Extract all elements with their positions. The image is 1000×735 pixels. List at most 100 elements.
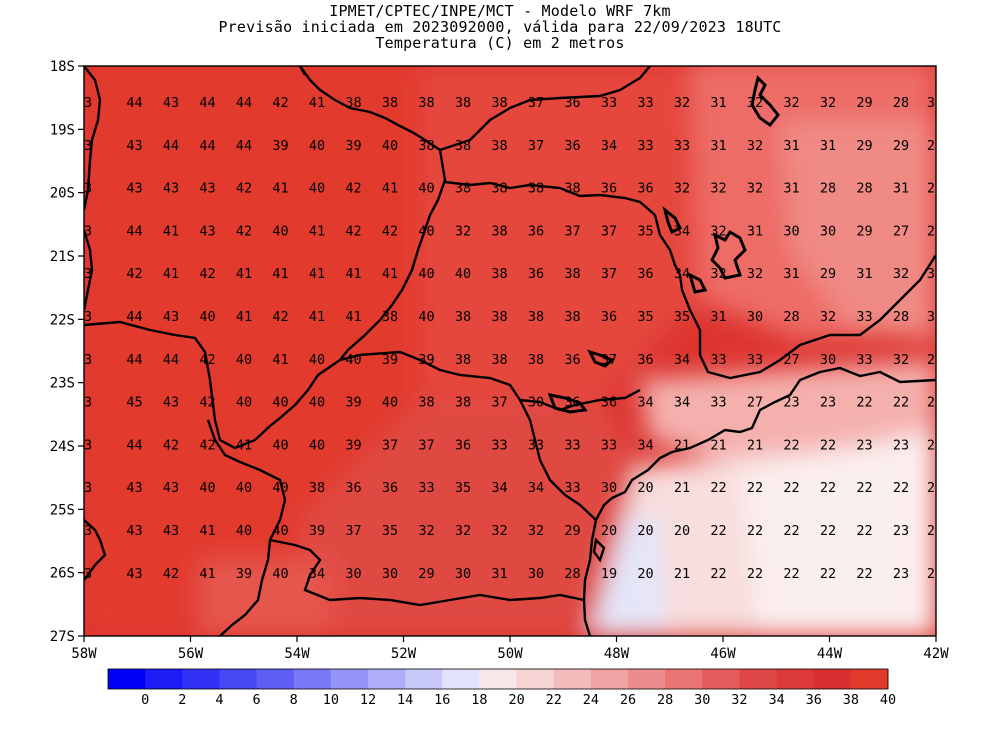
- state-border-go-ms: [299, 66, 447, 361]
- grid-value: 37: [491, 395, 507, 411]
- legend-label: 24: [583, 692, 599, 708]
- island-florianopolis: [592, 537, 606, 563]
- grid-value: 30: [601, 480, 617, 496]
- legend-label: 10: [323, 692, 339, 708]
- grid-value: 41: [382, 181, 398, 197]
- river-parana: [206, 419, 287, 541]
- grid-value: 40: [309, 138, 325, 154]
- grid-value: 31: [783, 266, 799, 282]
- grid-value: 44: [126, 95, 142, 111]
- grid-value: 30: [455, 566, 471, 582]
- legend-label: 12: [360, 692, 376, 708]
- grid-value: 30: [345, 566, 361, 582]
- legend-swatch: [442, 669, 480, 689]
- grid-value: 22: [856, 566, 872, 582]
- lat-tick-label: 23S: [50, 376, 75, 392]
- state-border-mt-go: [298, 66, 307, 76]
- map-title-line3: Temperatura (C) em 2 metros: [375, 34, 625, 52]
- grid-value: 44: [163, 352, 179, 368]
- grid-value: 2: [927, 566, 935, 582]
- grid-value: 43: [126, 138, 142, 154]
- grid-value: 30: [528, 395, 544, 411]
- grid-value: 28: [856, 181, 872, 197]
- grid-value: 2: [927, 223, 935, 239]
- grid-value: 40: [309, 395, 325, 411]
- grid-value: 38: [564, 309, 580, 325]
- grid-value: 29: [820, 266, 836, 282]
- grid-value: 29: [564, 523, 580, 539]
- legend-swatch: [813, 669, 852, 689]
- grid-value: 42: [272, 309, 288, 325]
- grid-value: 3: [84, 266, 92, 282]
- grid-value: 36: [528, 223, 544, 239]
- grid-value: 3: [84, 309, 92, 325]
- grid-value: 35: [674, 309, 690, 325]
- grid-value: 38: [528, 181, 544, 197]
- grid-value: 45: [126, 395, 142, 411]
- grid-value: 20: [601, 523, 617, 539]
- grid-value: 21: [710, 437, 726, 453]
- legend-swatch: [145, 669, 183, 689]
- latitude-axis: 18S 19S 20S 21S 22S 23S 24S 25S 26S 27S: [50, 59, 84, 645]
- grid-value: 22: [893, 395, 909, 411]
- grid-value: 36: [528, 266, 544, 282]
- grid-value: 34: [601, 138, 617, 154]
- grid-value: 38: [345, 95, 361, 111]
- grid-value: 38: [455, 395, 471, 411]
- grid-value: 33: [564, 437, 580, 453]
- grid-value: 23: [820, 395, 836, 411]
- reservoir-lake-2: [750, 75, 780, 128]
- grid-value: 33: [418, 480, 434, 496]
- grid-value: 44: [126, 223, 142, 239]
- grid-value: 29: [893, 138, 909, 154]
- grid-value: 42: [382, 223, 398, 239]
- grid-value: 3: [84, 437, 92, 453]
- map-title-line1: IPMET/CPTEC/INPE/MCT - Modelo WRF 7km: [329, 2, 671, 20]
- grid-value: 31: [710, 309, 726, 325]
- grid-value: 37: [528, 138, 544, 154]
- grid-value: 38: [564, 181, 580, 197]
- legend-swatch: [702, 669, 740, 689]
- grid-value: 29: [418, 566, 434, 582]
- grid-value: 2: [927, 181, 935, 197]
- grid-value: 32: [491, 523, 507, 539]
- grid-value: 23: [893, 437, 909, 453]
- grid-value: 37: [601, 352, 617, 368]
- grid-value: 22: [820, 566, 836, 582]
- grid-value: 38: [491, 266, 507, 282]
- grid-value: 41: [199, 566, 215, 582]
- grid-value: 20: [674, 523, 690, 539]
- grid-value: 28: [783, 309, 799, 325]
- legend-swatch: [553, 669, 592, 689]
- grid-value: 40: [382, 395, 398, 411]
- legend-label: 28: [657, 692, 673, 708]
- legend-swatch: [739, 669, 778, 689]
- river-west-mt-2: [84, 229, 94, 311]
- grid-value: 35: [637, 223, 653, 239]
- grid-value: 31: [783, 181, 799, 197]
- grid-value: 37: [382, 437, 398, 453]
- grid-value: 32: [820, 95, 836, 111]
- legend-label: 38: [843, 692, 859, 708]
- grid-value: 32: [418, 523, 434, 539]
- grid-value: 38: [455, 181, 471, 197]
- grid-value: 38: [528, 352, 544, 368]
- grid-value: 31: [820, 138, 836, 154]
- legend-swatch: [405, 669, 443, 689]
- lon-tick-label: 44W: [817, 646, 843, 662]
- grid-value: 32: [820, 309, 836, 325]
- lon-tick-label: 48W: [604, 646, 630, 662]
- lat-tick-label: 22S: [50, 312, 75, 328]
- grid-value: 3: [84, 566, 92, 582]
- grid-value: 42: [345, 223, 361, 239]
- grid-value: 38: [455, 352, 471, 368]
- grid-value: 38: [491, 138, 507, 154]
- grid-value: 37: [418, 437, 434, 453]
- grid-value: 31: [893, 181, 909, 197]
- grid-value: 41: [163, 266, 179, 282]
- legend-label: 2: [178, 692, 186, 708]
- grid-value: 22: [893, 480, 909, 496]
- lon-tick-label: 42W: [923, 646, 949, 662]
- grid-value: 40: [236, 480, 252, 496]
- grid-value: 22: [747, 480, 763, 496]
